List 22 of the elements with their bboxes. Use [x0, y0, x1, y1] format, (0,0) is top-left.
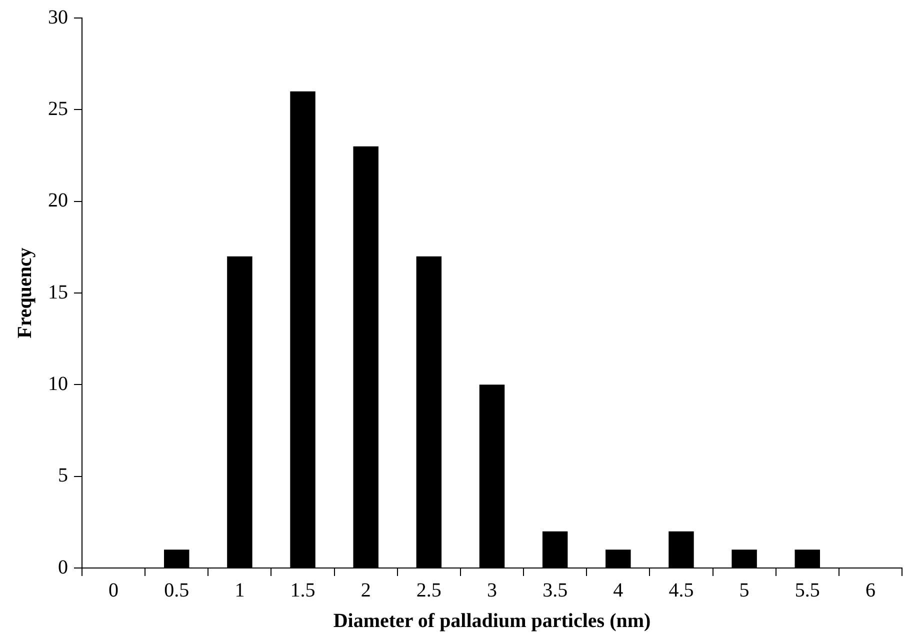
y-tick-label: 30: [48, 6, 68, 28]
y-tick-label: 15: [48, 281, 68, 304]
y-axis-title: Frequency: [14, 248, 36, 338]
x-tick-label: 1.5: [290, 579, 316, 602]
x-tick-label: 2: [360, 579, 371, 602]
x-tick-label: 2.5: [416, 579, 442, 602]
x-tick-label: 4.5: [668, 579, 694, 602]
x-tick-label: 5.5: [794, 579, 820, 602]
y-tick-label: 10: [48, 372, 68, 395]
y-tick-label: 0: [58, 556, 68, 578]
x-tick-label: 3.5: [542, 579, 568, 602]
x-tick-label: 0: [108, 579, 119, 602]
x-axis-title: Diameter of palladium particles (nm): [333, 610, 651, 632]
x-tick-label: 0.5: [164, 579, 190, 602]
y-tick-label: 20: [48, 190, 68, 212]
x-tick-label: 3: [487, 579, 497, 602]
x-tick-label: 1: [234, 579, 245, 602]
x-tick-label: 5: [739, 579, 750, 602]
y-tick-label: 5: [58, 464, 68, 487]
y-tick-label: 25: [48, 98, 68, 120]
x-tick-label: 6: [865, 579, 876, 602]
x-tick-label: 4: [613, 579, 624, 602]
